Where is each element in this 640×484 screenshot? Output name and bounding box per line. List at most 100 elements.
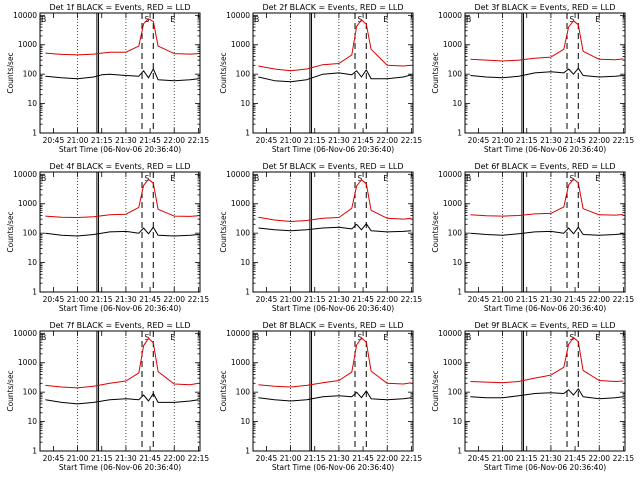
x-tick-label: 20:45: [468, 454, 490, 463]
interval-label: E: [170, 174, 175, 183]
y-tick-label: 10000: [226, 11, 250, 20]
x-tick-label: 22:00: [588, 136, 610, 145]
events-series-line: [258, 69, 412, 83]
x-tick-label: 21:15: [91, 454, 113, 463]
lld-series-line: [258, 19, 412, 72]
plot-frame: [464, 171, 626, 293]
interval-label: B: [466, 174, 471, 183]
interval-label: B: [41, 15, 46, 24]
events-series-line: [470, 226, 624, 236]
x-tick-label: 21:15: [91, 136, 113, 145]
interval-label: S: [569, 333, 574, 342]
interval-label: B: [254, 174, 259, 183]
x-tick-label: 21:00: [492, 295, 514, 304]
x-axis-label: Start Time (06-Nov-06 20:36:40): [484, 145, 606, 154]
x-tick-label: 21:00: [67, 136, 89, 145]
x-tick-label: 21:15: [516, 136, 538, 145]
lld-series-line: [470, 337, 624, 384]
y-tick-label: 1: [457, 447, 462, 456]
x-axis-label: Start Time (06-Nov-06 20:36:40): [484, 304, 606, 313]
y-tick-label: 10: [27, 258, 37, 267]
y-tick-label: 10000: [438, 170, 462, 179]
panel-title: Det 1f BLACK = Events, RED = LLD: [49, 3, 190, 12]
x-axis-label: Start Time (06-Nov-06 20:36:40): [484, 463, 606, 472]
x-tick-label: 21:15: [516, 454, 538, 463]
x-tick-label: 22:15: [188, 295, 210, 304]
x-tick-label: 22:15: [613, 295, 635, 304]
y-tick-label: 10000: [438, 11, 462, 20]
x-tick-label: 22:15: [401, 136, 423, 145]
interval-label: E: [170, 333, 175, 342]
interval-label: E: [170, 15, 175, 24]
x-tick-label: 22:15: [188, 136, 210, 145]
x-tick-label: 21:30: [540, 136, 562, 145]
x-tick-label: 21:45: [564, 454, 586, 463]
plot-frame: [252, 171, 414, 293]
x-axis-label: Start Time (06-Nov-06 20:36:40): [59, 145, 181, 154]
panel-title: Det 2f BLACK = Events, RED = LLD: [262, 3, 403, 12]
x-tick-label: 21:30: [540, 454, 562, 463]
x-tick-label: 21:15: [516, 295, 538, 304]
x-tick-label: 21:45: [139, 454, 161, 463]
interval-label: S: [144, 333, 149, 342]
interval-label: B: [41, 174, 46, 183]
y-tick-label: 100: [448, 229, 463, 238]
x-tick-label: 22:15: [613, 454, 635, 463]
x-tick-label: 22:00: [376, 136, 398, 145]
y-tick-label: 1: [32, 288, 37, 297]
x-tick-label: 22:00: [588, 295, 610, 304]
x-tick-label: 20:45: [256, 295, 278, 304]
y-tick-label: 1000: [18, 199, 37, 208]
plot-frame: [39, 171, 201, 293]
x-tick-label: 22:00: [376, 454, 398, 463]
y-tick-label: 1000: [231, 358, 250, 367]
x-tick-label: 20:45: [43, 136, 65, 145]
plot-frame: [464, 330, 626, 452]
y-tick-label: 10000: [438, 329, 462, 338]
x-axis-label: Start Time (06-Nov-06 20:36:40): [272, 463, 394, 472]
x-tick-label: 20:45: [43, 295, 65, 304]
panel-5: 1 10 100 1000 10000 20:45 21:00 21:15 21:30 21:45…: [219, 162, 422, 313]
y-axis-label: Counts/sec: [6, 211, 15, 252]
panel-title: Det 5f BLACK = Events, RED = LLD: [262, 162, 403, 171]
y-tick-label: 1000: [443, 358, 462, 367]
panel-6: 1 10 100 1000 10000 20:45 21:00 21:15 21:30 21:45…: [431, 162, 634, 313]
plot-frame: [252, 330, 414, 452]
y-axis-label: Counts/sec: [6, 370, 15, 411]
y-tick-label: 1000: [18, 358, 37, 367]
plot-frame: [39, 330, 201, 452]
events-series-line: [470, 388, 624, 400]
y-tick-label: 10: [240, 417, 250, 426]
interval-label: S: [569, 15, 574, 24]
interval-label: S: [357, 174, 362, 183]
interval-label: B: [466, 333, 471, 342]
panel-title: Det 9f BLACK = Events, RED = LLD: [474, 321, 615, 330]
y-tick-label: 10: [452, 258, 462, 267]
y-tick-label: 100: [236, 388, 251, 397]
panel-title: Det 7f BLACK = Events, RED = LLD: [49, 321, 190, 330]
y-tick-label: 1000: [443, 40, 462, 49]
y-tick-label: 10000: [226, 170, 250, 179]
events-series-line: [45, 393, 199, 405]
interval-label: S: [144, 174, 149, 183]
x-tick-label: 21:45: [352, 295, 374, 304]
x-tick-label: 21:30: [328, 136, 350, 145]
lld-series-line: [45, 178, 199, 218]
x-tick-label: 22:00: [163, 454, 185, 463]
y-tick-label: 10000: [13, 170, 37, 179]
y-tick-label: 10: [452, 99, 462, 108]
y-tick-label: 1: [245, 447, 250, 456]
panel-3: 1 10 100 1000 10000 20:45 21:00 21:15 21:30 21:45…: [431, 3, 634, 154]
y-tick-label: 100: [448, 388, 463, 397]
panel-8: 1 10 100 1000 10000 20:45 21:00 21:15 21:30 21:45…: [219, 321, 422, 472]
x-tick-label: 21:00: [67, 295, 89, 304]
x-tick-label: 21:00: [280, 454, 302, 463]
lld-series-line: [258, 337, 412, 388]
x-tick-label: 21:45: [564, 295, 586, 304]
interval-label: E: [595, 15, 600, 24]
panel-title: Det 3f BLACK = Events, RED = LLD: [474, 3, 615, 12]
x-tick-label: 21:45: [139, 136, 161, 145]
panel-title: Det 4f BLACK = Events, RED = LLD: [49, 162, 190, 171]
interval-label: B: [254, 15, 259, 24]
